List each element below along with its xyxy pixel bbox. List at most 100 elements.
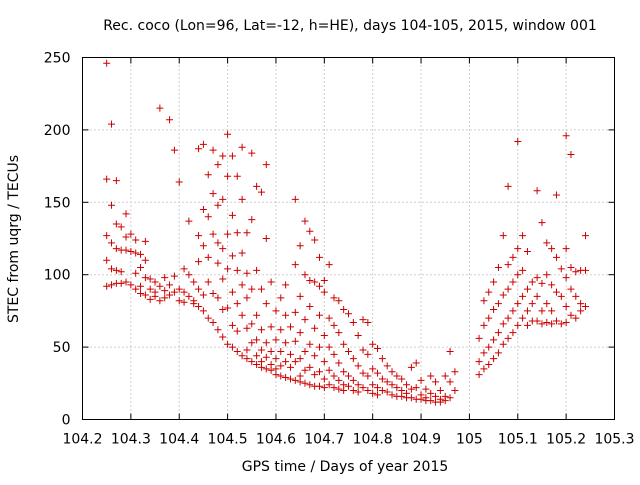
data-point bbox=[262, 300, 270, 308]
data-point bbox=[233, 300, 241, 308]
y-tick-label: 250 bbox=[44, 51, 71, 67]
data-point bbox=[514, 300, 522, 308]
data-point bbox=[335, 359, 343, 367]
data-point bbox=[494, 349, 502, 357]
data-point bbox=[175, 178, 183, 186]
data-point bbox=[567, 285, 575, 293]
data-point bbox=[185, 271, 193, 279]
data-point bbox=[441, 372, 449, 380]
data-point bbox=[209, 318, 217, 326]
data-point bbox=[286, 375, 294, 383]
data-point bbox=[325, 343, 333, 351]
data-point bbox=[311, 352, 319, 360]
data-point bbox=[296, 378, 304, 386]
data-point bbox=[504, 334, 512, 342]
data-point bbox=[166, 116, 174, 124]
data-point bbox=[233, 172, 241, 180]
data-point bbox=[330, 372, 338, 380]
data-point bbox=[248, 320, 256, 328]
data-point bbox=[180, 298, 188, 306]
data-point bbox=[214, 201, 222, 209]
data-point bbox=[199, 307, 207, 315]
data-point bbox=[190, 278, 198, 286]
data-point bbox=[533, 292, 541, 300]
data-point bbox=[243, 269, 251, 277]
data-point bbox=[320, 332, 328, 340]
data-point bbox=[267, 278, 275, 286]
data-point bbox=[257, 285, 265, 293]
data-point bbox=[301, 217, 309, 225]
data-point bbox=[340, 387, 348, 395]
data-point bbox=[499, 340, 507, 348]
data-point bbox=[224, 340, 232, 348]
data-point bbox=[272, 355, 280, 363]
data-point bbox=[257, 188, 265, 196]
data-point bbox=[340, 340, 348, 348]
data-point bbox=[552, 191, 560, 199]
data-point bbox=[195, 303, 203, 311]
data-point bbox=[282, 311, 290, 319]
data-point bbox=[412, 384, 420, 392]
data-point bbox=[112, 177, 120, 185]
data-point bbox=[228, 252, 236, 260]
axis-ticks: 104.2 104.3 104.4 104.5 104.6 104.7 104.8 104.9… bbox=[44, 51, 635, 448]
data-point bbox=[257, 326, 265, 334]
data-point bbox=[315, 382, 323, 390]
data-point bbox=[581, 303, 589, 311]
data-point bbox=[170, 272, 178, 280]
data-point bbox=[523, 307, 531, 315]
data-point bbox=[243, 229, 251, 237]
data-point bbox=[286, 350, 294, 358]
data-point bbox=[325, 261, 333, 269]
data-point bbox=[122, 246, 130, 254]
data-point bbox=[175, 285, 183, 293]
data-point bbox=[523, 285, 531, 293]
data-point bbox=[345, 382, 352, 390]
data-point bbox=[228, 152, 236, 160]
data-point bbox=[291, 261, 299, 269]
data-point bbox=[417, 376, 425, 384]
x-tick-label: 104.5 bbox=[208, 432, 248, 448]
data-point bbox=[335, 329, 343, 337]
data-point bbox=[374, 384, 382, 392]
data-point bbox=[204, 253, 212, 261]
data-point bbox=[219, 195, 227, 203]
data-point bbox=[224, 304, 232, 312]
data-point bbox=[238, 249, 246, 257]
data-point bbox=[311, 324, 319, 332]
data-point bbox=[562, 274, 570, 282]
data-point bbox=[199, 242, 207, 250]
data-point bbox=[243, 294, 251, 302]
chart-title: Rec. coco (Lon=96, Lat=-12, h=HE), days … bbox=[103, 18, 597, 34]
x-tick-label: 104.9 bbox=[401, 432, 441, 448]
data-point bbox=[562, 318, 570, 326]
data-point bbox=[345, 347, 352, 355]
data-point bbox=[195, 232, 203, 240]
data-point bbox=[233, 327, 241, 335]
data-point bbox=[132, 269, 140, 277]
data-point bbox=[514, 245, 522, 253]
data-point bbox=[485, 343, 493, 351]
data-point bbox=[108, 120, 116, 128]
data-point bbox=[156, 104, 164, 112]
data-point bbox=[369, 381, 377, 389]
data-point bbox=[451, 368, 459, 376]
data-point bbox=[548, 281, 556, 289]
data-point bbox=[233, 266, 241, 274]
data-point bbox=[345, 372, 352, 380]
y-tick-label: 200 bbox=[44, 123, 71, 139]
data-point bbox=[141, 237, 149, 245]
data-point bbox=[161, 274, 169, 282]
data-point bbox=[238, 143, 246, 151]
y-tick-label: 50 bbox=[53, 340, 71, 356]
data-point bbox=[557, 265, 565, 273]
data-point bbox=[320, 384, 328, 392]
data-point bbox=[248, 149, 256, 157]
data-point bbox=[359, 384, 367, 392]
data-points bbox=[103, 59, 589, 406]
data-point bbox=[103, 256, 111, 264]
data-point bbox=[243, 346, 251, 354]
data-point bbox=[388, 391, 396, 399]
data-point bbox=[166, 281, 174, 289]
